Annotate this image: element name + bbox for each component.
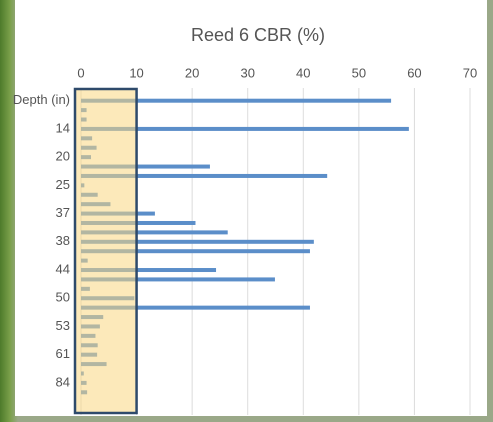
x-tick-label: 40 (296, 65, 310, 80)
x-tick-label: 70 (463, 65, 477, 80)
x-tick-label: 50 (352, 65, 366, 80)
bar (81, 305, 310, 310)
y-tick-label: 84 (56, 374, 70, 389)
x-tick-label: 60 (407, 65, 421, 80)
x-tick-label: 0 (77, 65, 84, 80)
y-tick-label: 50 (56, 290, 70, 305)
bar (81, 249, 310, 254)
y-tick-label: 20 (56, 149, 70, 164)
highlight-box (73, 87, 138, 415)
y-tick-label: 44 (56, 261, 70, 276)
bar (81, 277, 275, 282)
x-tick-label: 20 (185, 65, 199, 80)
y-tick-label: Depth (in) (13, 92, 70, 107)
bar (81, 98, 392, 103)
bar (81, 126, 409, 131)
y-tick-label: 25 (56, 177, 70, 192)
y-tick-label: 37 (56, 205, 70, 220)
x-tick-label: 10 (129, 65, 143, 80)
y-tick-label: 38 (56, 233, 70, 248)
bar (81, 220, 196, 225)
chart-title: Reed 6 CBR (%) (191, 25, 325, 45)
y-tick-label: 61 (56, 346, 70, 361)
y-tick-label: 53 (56, 318, 70, 333)
bar (81, 173, 328, 178)
bar (81, 164, 210, 169)
y-tick-label: 14 (56, 120, 70, 135)
bar (81, 239, 314, 244)
x-tick-label: 30 (240, 65, 254, 80)
bar (81, 268, 217, 273)
bar (81, 230, 228, 235)
